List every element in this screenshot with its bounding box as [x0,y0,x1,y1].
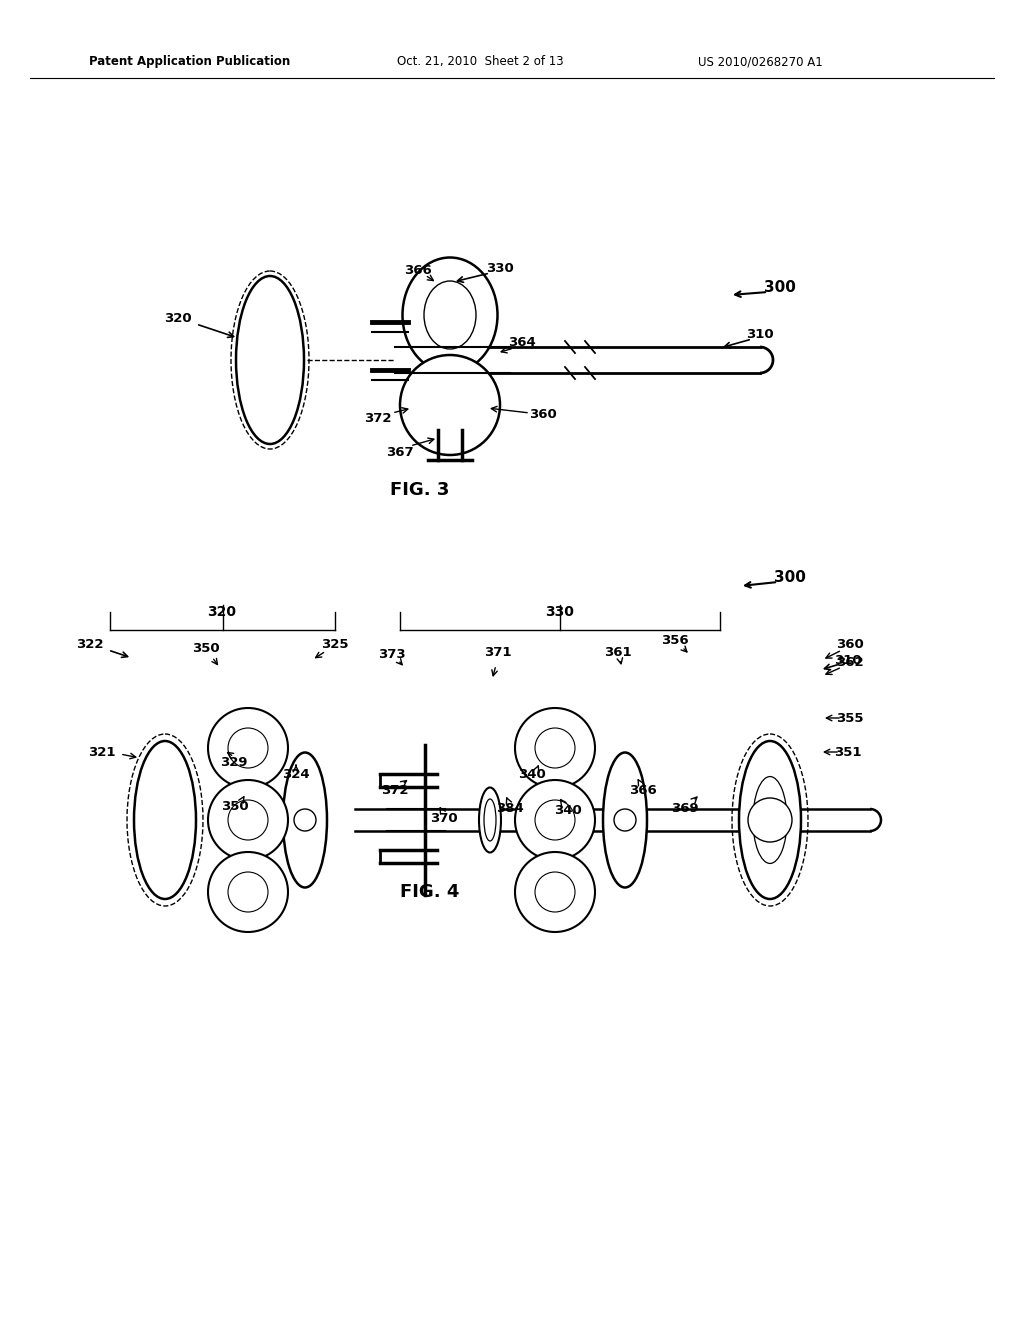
Text: 320: 320 [164,312,191,325]
Ellipse shape [402,257,498,372]
Text: 362: 362 [837,656,864,668]
Text: 310: 310 [746,329,774,342]
Text: 330: 330 [486,261,514,275]
Circle shape [208,708,288,788]
Text: 355: 355 [837,711,864,725]
Text: 384: 384 [496,801,524,814]
Text: 356: 356 [662,634,689,647]
Text: 366: 366 [404,264,432,276]
Text: 361: 361 [604,645,632,659]
Text: 310: 310 [835,653,862,667]
Text: 371: 371 [484,645,512,659]
Ellipse shape [614,809,636,832]
Circle shape [748,799,792,842]
Text: 300: 300 [764,281,796,296]
Text: 350: 350 [221,800,249,813]
Ellipse shape [283,752,327,887]
Text: 369: 369 [671,801,698,814]
Text: 364: 364 [508,337,536,350]
Text: 340: 340 [518,768,546,781]
Ellipse shape [134,741,196,899]
Text: 360: 360 [529,408,557,421]
Text: 340: 340 [554,804,582,817]
Text: 367: 367 [386,446,414,458]
Text: 321: 321 [88,746,116,759]
Text: 300: 300 [774,570,806,586]
Text: 372: 372 [365,412,392,425]
Ellipse shape [400,355,500,455]
Text: Oct. 21, 2010  Sheet 2 of 13: Oct. 21, 2010 Sheet 2 of 13 [396,55,563,69]
Circle shape [208,780,288,861]
Text: 324: 324 [283,768,310,781]
Text: 360: 360 [837,639,864,652]
Ellipse shape [236,276,304,444]
Ellipse shape [294,809,316,832]
Text: 372: 372 [381,784,409,796]
Text: Patent Application Publication: Patent Application Publication [89,55,291,69]
Text: 329: 329 [220,755,248,768]
Text: 322: 322 [76,639,103,652]
Text: 325: 325 [322,639,349,652]
Text: FIG. 4: FIG. 4 [400,883,460,902]
Text: FIG. 3: FIG. 3 [390,480,450,499]
Ellipse shape [739,741,801,899]
Text: 366: 366 [629,784,656,796]
Text: 351: 351 [835,746,862,759]
Text: 350: 350 [193,642,220,655]
Ellipse shape [479,788,501,853]
Ellipse shape [424,281,476,348]
Circle shape [208,851,288,932]
Text: 320: 320 [208,605,237,619]
Circle shape [515,851,595,932]
Text: 373: 373 [378,648,406,660]
Circle shape [515,780,595,861]
Text: US 2010/0268270 A1: US 2010/0268270 A1 [697,55,822,69]
Text: 370: 370 [430,812,458,825]
Ellipse shape [484,799,496,841]
Circle shape [515,708,595,788]
Ellipse shape [603,752,647,887]
Text: 330: 330 [546,605,574,619]
